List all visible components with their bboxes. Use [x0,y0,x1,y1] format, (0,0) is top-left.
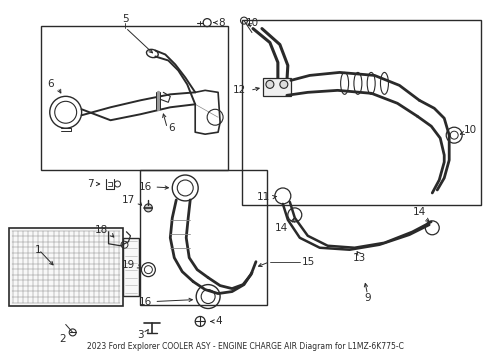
Text: 6: 6 [168,123,175,133]
Text: 4: 4 [215,316,222,327]
Text: 14: 14 [274,223,288,233]
Text: 6: 6 [48,79,54,89]
Text: 16: 16 [139,297,152,306]
Text: 12: 12 [233,85,246,95]
Circle shape [145,204,152,212]
Circle shape [266,80,274,88]
Text: 1: 1 [35,245,42,255]
Text: 17: 17 [122,195,135,205]
Circle shape [280,80,288,88]
Text: 10: 10 [464,125,477,135]
Text: 2: 2 [59,334,66,345]
Text: 19: 19 [122,260,135,270]
Text: 8: 8 [218,18,225,28]
Bar [41,26,228,170]
Bar [9,228,123,306]
Text: 15: 15 [302,257,315,267]
Text: 14: 14 [413,207,426,217]
Text: 7: 7 [87,179,94,189]
Text: 3: 3 [137,330,144,341]
Text: 2023 Ford Explorer COOLER ASY - ENGINE CHARGE AIR Diagram for L1MZ-6K775-C: 2023 Ford Explorer COOLER ASY - ENGINE C… [87,342,403,351]
Text: 9: 9 [364,293,371,302]
Bar [263,78,291,96]
Bar [141,170,267,305]
Text: 11: 11 [257,192,270,202]
Text: 13: 13 [353,253,366,263]
Text: 5: 5 [122,14,129,24]
Bar [242,20,481,205]
Text: 10: 10 [246,18,259,28]
Bar [123,238,140,296]
Text: 18: 18 [95,225,108,235]
Text: 16: 16 [139,182,152,192]
